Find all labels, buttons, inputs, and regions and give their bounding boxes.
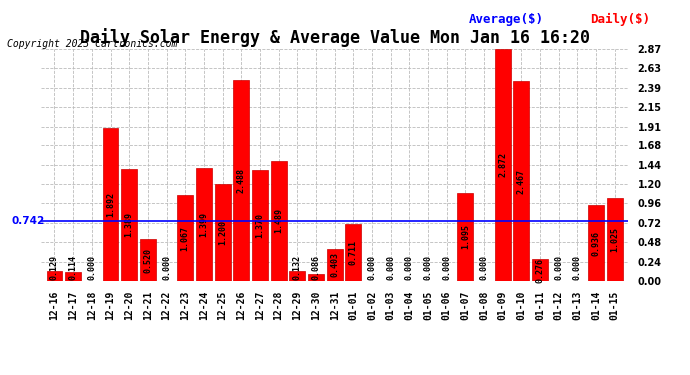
Bar <box>270 160 286 281</box>
Bar <box>177 195 193 281</box>
Bar <box>233 80 249 281</box>
Text: 0.000: 0.000 <box>554 255 563 280</box>
Bar <box>121 169 137 281</box>
Bar <box>308 274 324 281</box>
Bar <box>46 271 62 281</box>
Text: 2.872: 2.872 <box>498 152 507 177</box>
Text: Average($): Average($) <box>469 13 544 26</box>
Text: 0.000: 0.000 <box>88 255 97 280</box>
Text: 1.095: 1.095 <box>461 224 470 249</box>
Text: 1.025: 1.025 <box>611 227 620 252</box>
Text: 0.000: 0.000 <box>424 255 433 280</box>
Bar <box>346 224 362 281</box>
Bar <box>326 249 343 281</box>
Text: 0.711: 0.711 <box>349 240 358 265</box>
Text: 0.129: 0.129 <box>50 255 59 280</box>
Text: 0.520: 0.520 <box>144 248 152 273</box>
Text: 0.086: 0.086 <box>311 255 320 280</box>
Bar <box>140 239 156 281</box>
Bar <box>513 81 529 281</box>
Text: 0.276: 0.276 <box>535 258 544 283</box>
Bar <box>215 184 230 281</box>
Bar <box>495 49 511 281</box>
Text: 0.000: 0.000 <box>386 255 395 280</box>
Text: 2.467: 2.467 <box>517 169 526 194</box>
Text: 0.000: 0.000 <box>480 255 489 280</box>
Bar <box>252 170 268 281</box>
Bar <box>289 270 305 281</box>
Bar <box>532 259 548 281</box>
Text: 0.000: 0.000 <box>368 255 377 280</box>
Text: 0.403: 0.403 <box>330 252 339 278</box>
Bar <box>66 272 81 281</box>
Text: 1.067: 1.067 <box>181 225 190 251</box>
Text: 0.936: 0.936 <box>591 231 601 256</box>
Title: Daily Solar Energy & Average Value Mon Jan 16 16:20: Daily Solar Energy & Average Value Mon J… <box>79 28 590 47</box>
Text: 0.000: 0.000 <box>162 255 171 280</box>
Text: 1.892: 1.892 <box>106 192 115 217</box>
Text: 1.389: 1.389 <box>125 213 134 237</box>
Text: 1.370: 1.370 <box>255 213 264 238</box>
Bar <box>196 168 212 281</box>
Text: 0.114: 0.114 <box>68 255 78 280</box>
Text: 1.489: 1.489 <box>274 209 283 234</box>
Text: 2.488: 2.488 <box>237 168 246 193</box>
Bar <box>457 192 473 281</box>
Text: 0.000: 0.000 <box>573 255 582 280</box>
Text: 0.000: 0.000 <box>442 255 451 280</box>
Text: 0.742: 0.742 <box>12 216 45 226</box>
Text: 1.399: 1.399 <box>199 212 208 237</box>
Text: 0.132: 0.132 <box>293 255 302 280</box>
Bar <box>588 206 604 281</box>
Bar <box>607 198 623 281</box>
Text: 0.000: 0.000 <box>405 255 414 280</box>
Bar <box>103 128 119 281</box>
Text: 1.200: 1.200 <box>218 220 227 245</box>
Text: Copyright 2023 Cartronics.com: Copyright 2023 Cartronics.com <box>7 39 177 50</box>
Text: Daily($): Daily($) <box>590 13 650 26</box>
